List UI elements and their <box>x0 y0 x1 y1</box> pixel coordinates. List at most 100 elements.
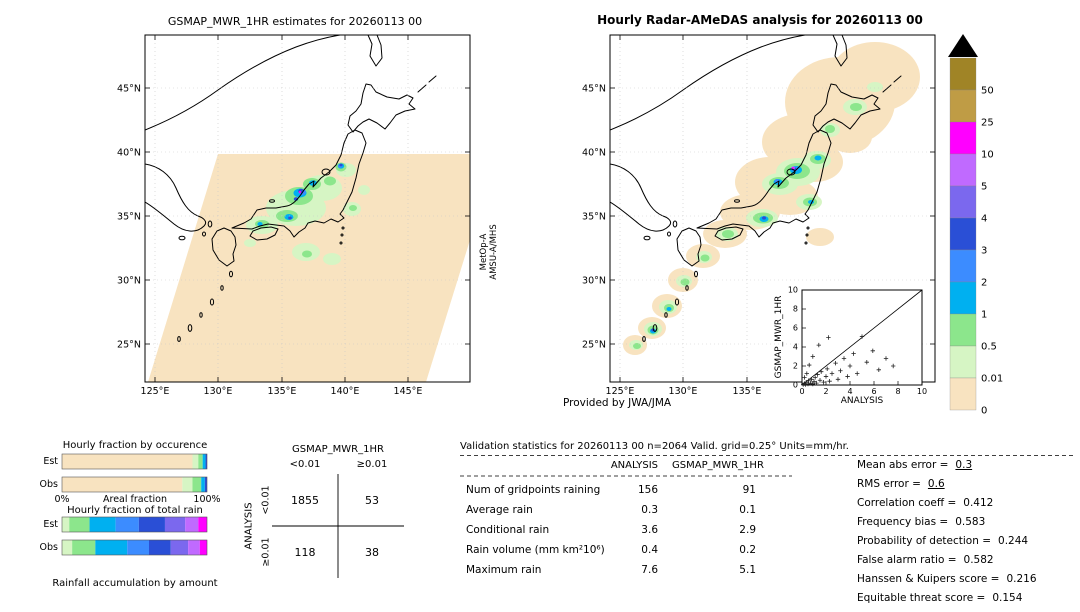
right-map-axes: 45°N 40°N 35°N 30°N 25°N 125°E 130°E 135°E <box>582 35 935 397</box>
metric-label: RMS error = <box>857 478 921 490</box>
bar-segment <box>188 540 200 555</box>
metric-value: 0.216 <box>1006 573 1037 585</box>
inset-scatter-plot: 00 2 2 4 4 6 6 8 8 10 10 <box>788 286 927 397</box>
stats-row-label: Rain volume (mm km²10⁶) <box>466 544 605 556</box>
scatter-point <box>859 334 865 339</box>
scatter-point <box>827 379 832 384</box>
scatter-point <box>829 371 835 376</box>
colorbar-segment <box>949 217 977 251</box>
lat-tick-label: 25°N <box>582 340 606 351</box>
metric-value: 0.6 <box>927 478 945 490</box>
scatter-point <box>803 382 808 387</box>
metric-value: 0.244 <box>998 535 1029 547</box>
scatter-point <box>810 354 815 359</box>
total-rain-bar-obs <box>61 539 208 556</box>
lon-tick-label: 140°E <box>331 386 360 397</box>
stats-title: Validation statistics for 20260113 00 n=… <box>460 441 849 452</box>
stats-value-analysis: 0.3 <box>641 504 658 516</box>
row-label-est-2: Est <box>43 519 58 530</box>
scatter-point <box>823 374 829 379</box>
contingency-row-label-lt: <0.01 <box>260 485 272 515</box>
areal-axis-min: 0% <box>54 494 70 505</box>
scatter-point <box>813 375 818 380</box>
lon-tick-label: 135°E <box>268 386 297 397</box>
row-label-est: Est <box>43 456 58 467</box>
inset-y-tick-label: 2 <box>793 362 798 371</box>
scatter-point <box>891 363 896 369</box>
bar-segment <box>204 477 207 492</box>
lat-tick-label: 25°N <box>117 340 141 351</box>
stats-value-analysis: 0.4 <box>641 544 658 556</box>
stats-row-label: Maximum rain <box>466 564 542 576</box>
scatter-point <box>851 351 856 356</box>
metric-line: Frequency bias = 0.583 <box>857 513 1037 532</box>
inset-axis-ticks: 00 2 2 4 4 6 6 8 8 10 10 <box>788 286 927 397</box>
metric-label: Equitable threat score = <box>857 592 986 604</box>
lat-tick-label: 45°N <box>117 84 141 95</box>
inset-x-tick-label: 10 <box>917 387 927 396</box>
scatter-point <box>883 356 889 361</box>
stats-value-gsmap: 91 <box>742 484 756 496</box>
scatter-point <box>825 366 830 372</box>
left-map-frame <box>144 34 471 383</box>
inset-x-tick-label: 0 <box>799 387 804 396</box>
stats-row-label: Num of gridpoints raining <box>466 484 601 496</box>
lat-tick-label: 35°N <box>582 212 606 223</box>
colorbar-tick-label: 10 <box>981 150 994 161</box>
bar-segment <box>89 517 116 532</box>
inset-x-tick-label: 4 <box>847 387 852 396</box>
colorbar-tick-label: 5 <box>981 182 987 193</box>
inset-scatter-points <box>801 334 896 387</box>
right-map-content <box>610 35 920 355</box>
scatter-point <box>847 363 853 369</box>
colorbar-tick-label: 3 <box>981 246 987 257</box>
inset-x-tick-label: 8 <box>895 387 900 396</box>
scatter-point <box>808 380 813 386</box>
stats-value-gsmap: 0.1 <box>739 504 756 516</box>
inset-x-axis-label: ANALYSIS <box>840 396 884 406</box>
row-label-obs: Obs <box>39 479 58 490</box>
stats-value-analysis: 156 <box>637 484 658 496</box>
metric-line: Hanssen & Kuipers score = 0.216 <box>857 570 1037 589</box>
occurrence-bar-obs <box>61 476 208 493</box>
metric-value: 0.582 <box>963 554 994 566</box>
right-map-title: Hourly Radar-AMeDAS analysis for 2026011… <box>597 13 923 27</box>
lat-tick-label: 40°N <box>582 148 606 159</box>
scatter-point <box>809 377 814 382</box>
stats-col-header-analysis: ANALYSIS <box>610 460 658 471</box>
left-map-title: GSMAP_MWR_1HR estimates for 20260113 00 <box>167 15 423 28</box>
bar-segment <box>202 454 206 469</box>
bar-segment <box>138 517 165 532</box>
stats-row-label: Average rain <box>466 504 533 516</box>
metric-line: Probability of detection = 0.244 <box>857 532 1037 551</box>
contingency-col-group: GSMAP_MWR_1HR <box>292 444 384 455</box>
bar-segment <box>198 517 207 532</box>
colorbar-segment <box>949 281 977 315</box>
scatter-point <box>811 379 817 384</box>
metric-line: Equitable threat score = 0.154 <box>857 589 1037 608</box>
inset-x-tick-label: 2 <box>823 387 828 396</box>
colorbar: 50 25 10 5 4 3 2 1 0.5 0.01 0 <box>949 57 1003 417</box>
lat-tick-label: 35°N <box>117 212 141 223</box>
colorbar-tick-label: 50 <box>981 86 994 97</box>
metric-value: 0.412 <box>963 497 994 509</box>
colorbar-tick-label: 0.5 <box>981 342 997 353</box>
satellite-swath <box>148 154 470 382</box>
lat-tick-label: 30°N <box>582 276 606 287</box>
bar-segment <box>62 540 73 555</box>
scatter-point <box>876 367 881 372</box>
metric-line: Mean abs error = 0.3 <box>857 456 1037 475</box>
colorbar-segment <box>949 249 977 283</box>
bar-segment <box>198 454 203 469</box>
lon-tick-label: 125°E <box>141 386 170 397</box>
stats-value-gsmap: 5.1 <box>739 564 756 576</box>
inset-y-tick-label: 6 <box>793 324 798 333</box>
row-label-obs-2: Obs <box>39 542 58 553</box>
colorbar-tick-label: 0.01 <box>981 374 1003 385</box>
scatter-point <box>833 360 838 366</box>
contingency-row-label-ge: ≥0.01 <box>260 537 272 567</box>
colorbar-segment <box>949 185 977 219</box>
metric-line: False alarm ratio = 0.582 <box>857 551 1037 570</box>
lat-tick-label: 40°N <box>117 148 141 159</box>
